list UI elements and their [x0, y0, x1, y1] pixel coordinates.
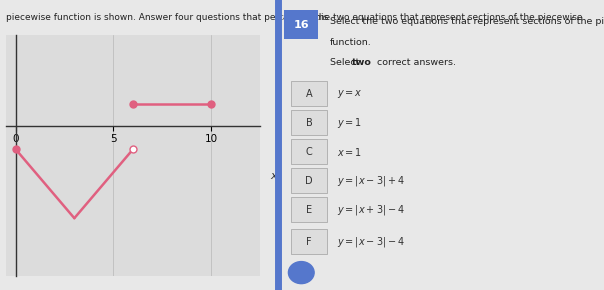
- FancyBboxPatch shape: [291, 168, 327, 193]
- Text: $x = 1$: $x = 1$: [337, 146, 362, 158]
- Text: A: A: [306, 89, 312, 99]
- Text: two: two: [352, 58, 372, 67]
- Text: 16: 16: [294, 20, 309, 30]
- FancyBboxPatch shape: [284, 10, 318, 39]
- FancyBboxPatch shape: [291, 229, 327, 254]
- Circle shape: [289, 262, 314, 284]
- Text: $y = |x-3|-4$: $y = |x-3|-4$: [337, 235, 405, 249]
- Text: $y = x$: $y = x$: [337, 88, 362, 100]
- Text: Select the two equations that represent sections of the piecewise: Select the two equations that represent …: [330, 17, 604, 26]
- Text: function.: function.: [330, 37, 372, 47]
- Text: B: B: [306, 118, 312, 128]
- Text: piecewise function is shown. Answer four questions that pertain to this: piecewise function is shown. Answer four…: [6, 13, 329, 22]
- FancyBboxPatch shape: [291, 81, 327, 106]
- Text: E: E: [306, 205, 312, 215]
- FancyBboxPatch shape: [291, 110, 327, 135]
- FancyBboxPatch shape: [291, 197, 327, 222]
- Text: $y = |x+3|-4$: $y = |x+3|-4$: [337, 203, 405, 217]
- Text: $y = 1$: $y = 1$: [337, 116, 362, 130]
- Text: C: C: [306, 147, 312, 157]
- Text: Select the two equations that represent sections of the piecewise: Select the two equations that represent …: [284, 13, 582, 22]
- FancyBboxPatch shape: [291, 139, 327, 164]
- Text: F: F: [306, 237, 312, 246]
- Text: Select: Select: [330, 58, 362, 67]
- Text: $y = |x-3|+4$: $y = |x-3|+4$: [337, 174, 405, 188]
- Text: correct answers.: correct answers.: [374, 58, 456, 67]
- Text: $x$: $x$: [270, 171, 279, 181]
- Text: D: D: [305, 176, 313, 186]
